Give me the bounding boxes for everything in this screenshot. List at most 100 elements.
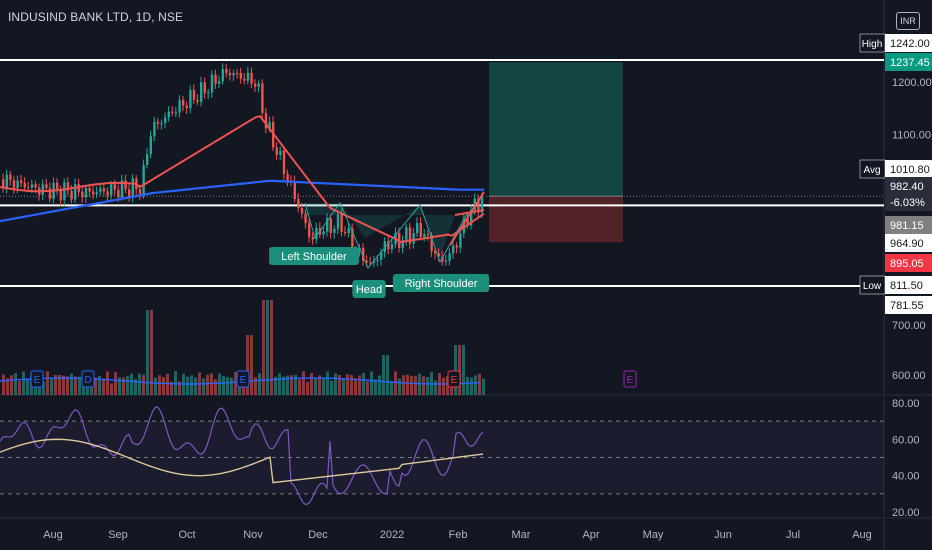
candle: [153, 116, 156, 142]
pattern-outline: [304, 201, 469, 269]
rsi-axis-tick: 80.00: [892, 398, 920, 410]
volume-bar: [190, 375, 193, 395]
symbol-title: INDUSIND BANK LTD, 1D, NSE: [8, 10, 184, 24]
candle: [192, 84, 196, 105]
stop-zone: [489, 196, 623, 243]
candle: [160, 119, 163, 130]
price-tag-value: 811.50: [890, 280, 923, 292]
price-tag-value: 1242.00: [890, 38, 930, 50]
volume-bar: [214, 379, 217, 395]
volume-bar: [482, 378, 485, 395]
volume-bar: [50, 378, 53, 395]
volume-bar: [262, 300, 265, 395]
volume-bar: [386, 355, 389, 395]
price-axis: 1200.00 1100.00: [892, 77, 932, 141]
candle: [110, 180, 113, 202]
volume-bar: [178, 381, 181, 395]
volume-bar: [426, 377, 429, 395]
ma-fast-line: [0, 115, 485, 244]
candle: [329, 214, 332, 239]
candle: [167, 106, 170, 122]
candle: [322, 226, 325, 239]
time-label: Apr: [582, 529, 599, 541]
volume-bar: [162, 377, 165, 395]
candle: [304, 209, 307, 229]
candle: [459, 228, 462, 254]
price-tag: 981.15: [885, 216, 932, 234]
candle: [20, 174, 23, 188]
candle: [9, 170, 12, 186]
candle: [189, 85, 192, 114]
volume-bar: [138, 373, 141, 395]
volume-bar: [310, 373, 313, 395]
candle: [408, 223, 412, 250]
volume-bar: [154, 377, 157, 395]
volume-bar: [2, 374, 5, 395]
volume-bar: [478, 373, 481, 395]
price-tag-value: 982.40: [890, 181, 924, 193]
volume-bar: [86, 380, 89, 395]
candle: [239, 67, 242, 84]
volume-bar: [370, 371, 373, 395]
volume-bar: [398, 378, 401, 395]
volume-bar: [22, 371, 25, 395]
price-tag: 964.90: [885, 234, 932, 252]
volume-bar: [346, 374, 349, 395]
volume-bar: [466, 376, 469, 395]
event-marker: E: [236, 370, 250, 388]
volume-bar: [114, 372, 117, 395]
event-marker: E: [447, 370, 461, 388]
event-label: E: [627, 375, 634, 386]
price-tag: 982.40: [885, 177, 932, 195]
price-tags: 1242.00 High 1237.45 1010.80 Avg 982.40 -6.03%…: [859, 33, 932, 314]
volume-axis-tick: 700.00: [892, 320, 926, 332]
volume-bar: [106, 371, 109, 395]
volume-bar: [418, 373, 421, 395]
volume-bar: [218, 373, 221, 395]
volume-bar: [434, 380, 437, 395]
price-tag-label: High: [862, 39, 883, 50]
volume-bar: [442, 377, 445, 395]
volume-bar: [394, 371, 397, 395]
volume-bar: [366, 381, 369, 395]
candle: [315, 222, 318, 244]
time-label: Dec: [308, 529, 328, 541]
volume-bar: [246, 335, 249, 395]
volume-bar: [286, 375, 289, 395]
candle: [74, 178, 77, 204]
volume-bar: [350, 374, 353, 395]
volume-bar: [294, 374, 297, 395]
candle: [45, 178, 48, 193]
volume-bar: [470, 377, 473, 395]
volume-bar: [402, 375, 405, 395]
candle: [336, 209, 340, 235]
volume-axis: 700.00 600.00: [892, 320, 926, 382]
volume-bar: [62, 375, 65, 395]
volume-bar: [454, 345, 457, 395]
volume-bar: [354, 378, 357, 395]
volume-bar: [66, 376, 69, 395]
price-tag-value: 981.15: [890, 220, 924, 232]
volume-bar: [10, 375, 13, 395]
candle: [102, 183, 106, 197]
volume-bar: [238, 383, 241, 395]
time-label: Nov: [243, 529, 263, 541]
candle: [81, 187, 84, 203]
candle: [171, 105, 174, 117]
volume-bar: [450, 380, 453, 395]
volume-bar: [134, 378, 137, 395]
candle: [12, 176, 16, 194]
candle: [225, 63, 228, 78]
target-zone: [489, 62, 623, 197]
candle: [178, 94, 181, 118]
volume-bar: [406, 374, 409, 395]
time-label: Oct: [178, 529, 195, 541]
volume-bar: [202, 378, 205, 395]
currency-button[interactable]: INR: [896, 12, 920, 30]
volume-bar: [130, 373, 133, 395]
volume-bar: [58, 374, 61, 395]
candle: [308, 219, 311, 243]
candle: [2, 173, 5, 193]
time-label: Feb: [449, 529, 468, 541]
